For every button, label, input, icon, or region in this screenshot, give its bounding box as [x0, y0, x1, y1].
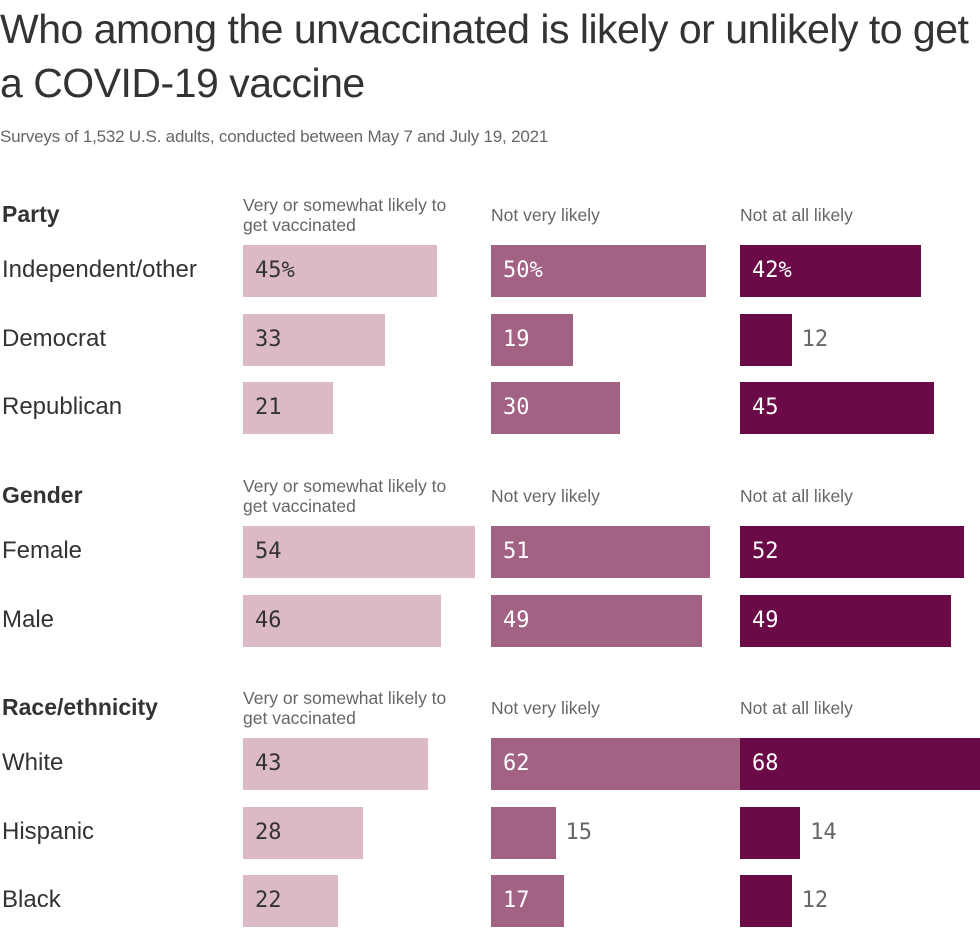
- bar-not-at-all-likely: [740, 875, 792, 927]
- column-header-not-at-all-likely: Not at all likely: [740, 205, 853, 225]
- chart-subtitle: Surveys of 1,532 U.S. adults, conducted …: [0, 127, 549, 146]
- row-label: Black: [2, 886, 61, 913]
- bar-not-very-likely: [491, 875, 565, 927]
- column-header-very-likely: Very or somewhat likely to get vaccinate…: [243, 688, 447, 728]
- bar-not-at-all-likely: [740, 245, 921, 297]
- bar-not-at-all-likely: [740, 594, 951, 647]
- bar-very-likely: [243, 313, 385, 366]
- data-label: 12: [801, 888, 829, 913]
- data-label: 50%: [503, 258, 543, 283]
- bar-very-likely: [243, 245, 437, 297]
- section-label-0: Party: [2, 201, 60, 227]
- column-header-not-at-all-likely: Not at all likely: [740, 486, 853, 506]
- data-label: 45%: [255, 258, 295, 283]
- data-label: 68: [752, 751, 779, 776]
- row-label: Republican: [2, 393, 123, 420]
- data-label: 62: [503, 751, 530, 776]
- data-label: 49: [503, 607, 530, 633]
- bar-not-very-likely: [491, 806, 556, 859]
- row-label: Independent/other: [2, 256, 197, 283]
- data-label: 15: [565, 819, 593, 845]
- row-label: Female: [2, 537, 83, 564]
- bar-not-at-all-likely: [740, 738, 980, 790]
- bar-very-likely: [243, 594, 441, 647]
- chart-title: Who among the unvaccinated is likely or …: [0, 6, 969, 106]
- data-label: 19: [503, 326, 530, 352]
- data-label: 22: [255, 888, 282, 913]
- data-label: 51: [503, 539, 530, 564]
- bar-not-very-likely: [491, 526, 711, 578]
- data-label: 52: [752, 539, 779, 564]
- column-header-not-very-likely: Not very likely: [491, 205, 600, 225]
- data-label: 54: [255, 539, 282, 564]
- bar-not-at-all-likely: [740, 526, 964, 578]
- bar-very-likely: [243, 738, 428, 790]
- data-label: 17: [503, 888, 530, 913]
- row-label: Male: [2, 605, 55, 633]
- bar-not-very-likely: [491, 245, 706, 297]
- data-label: 46: [255, 607, 282, 633]
- bar-not-at-all-likely: [740, 806, 801, 859]
- column-header-very-likely: Very or somewhat likely to get vaccinate…: [243, 195, 447, 235]
- data-label: 49: [752, 607, 779, 633]
- bar-not-at-all-likely: [740, 313, 792, 366]
- data-label: 21: [255, 395, 282, 420]
- bar-not-very-likely: [491, 382, 620, 434]
- row-label: Democrat: [2, 324, 107, 352]
- row-label: White: [2, 749, 64, 776]
- data-label: 14: [810, 819, 837, 845]
- data-label: 43: [255, 751, 282, 776]
- bar-very-likely: [243, 526, 476, 578]
- data-label: 42%: [752, 258, 792, 283]
- data-label: 30: [503, 395, 530, 420]
- data-label: 45: [752, 395, 779, 420]
- data-label: 28: [255, 819, 282, 845]
- row-label: Hispanic: [2, 817, 95, 845]
- bar-very-likely: [243, 382, 334, 434]
- data-label: 12: [801, 326, 829, 352]
- section-label-1: Gender: [2, 482, 83, 508]
- data-label: 33: [255, 326, 282, 352]
- column-header-not-very-likely: Not very likely: [491, 698, 600, 718]
- bar-not-at-all-likely: [740, 382, 934, 434]
- bar-very-likely: [243, 875, 338, 927]
- bar-not-very-likely: [491, 594, 702, 647]
- column-header-very-likely: Very or somewhat likely to get vaccinate…: [243, 476, 447, 516]
- section-label-2: Race/ethnicity: [2, 694, 158, 720]
- bar-not-very-likely: [491, 313, 573, 366]
- column-header-not-very-likely: Not very likely: [491, 486, 600, 506]
- bar-not-very-likely: [491, 738, 758, 790]
- bar-very-likely: [243, 806, 364, 859]
- column-header-not-at-all-likely: Not at all likely: [740, 698, 853, 718]
